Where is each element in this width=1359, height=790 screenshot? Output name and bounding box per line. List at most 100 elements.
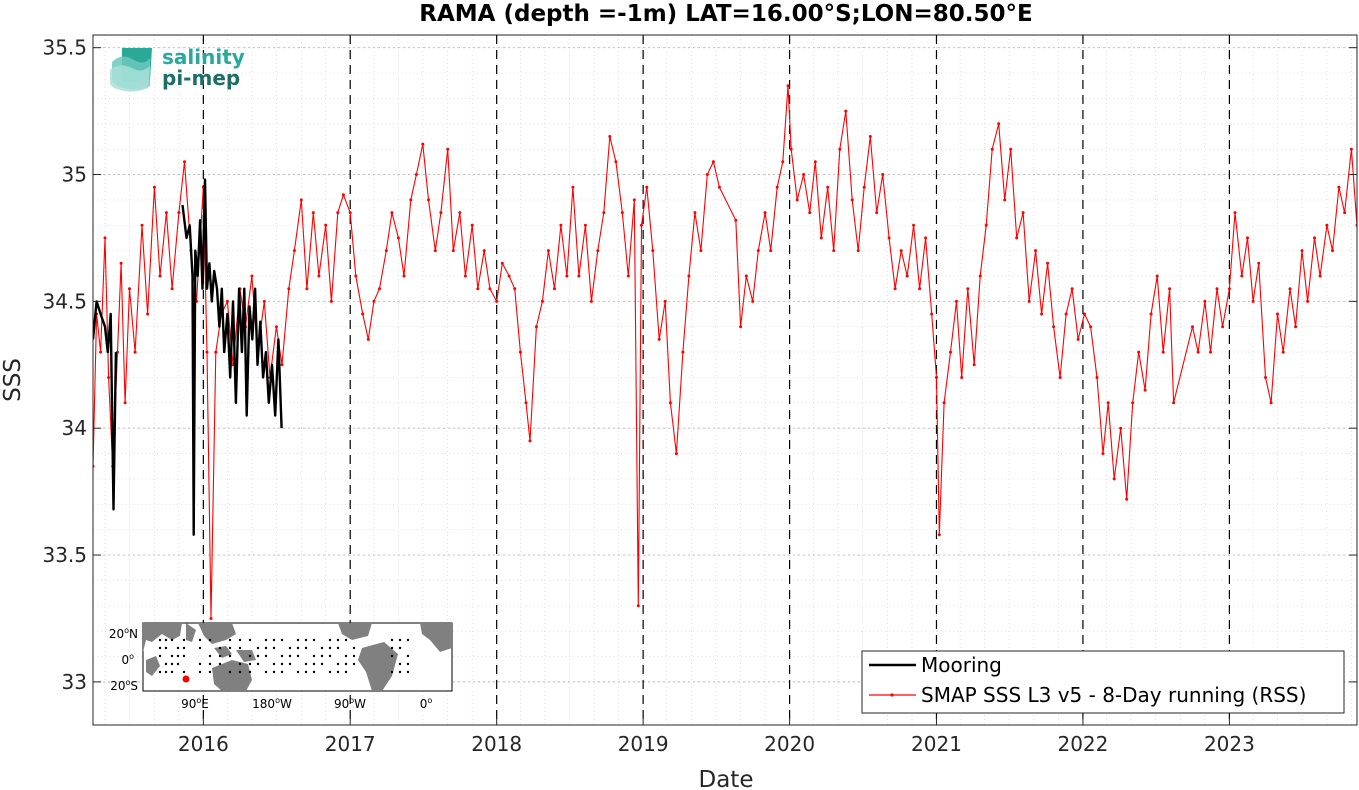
data-point: [955, 299, 958, 303]
data-point: [205, 350, 209, 354]
mooring-dot: [296, 670, 300, 674]
mooring-dot: [228, 670, 232, 674]
legend: Mooring SMAP SSS L3 v5 - 8-Day running (…: [861, 650, 1345, 714]
legend-label-mooring: Mooring: [921, 653, 1002, 677]
data-point: [769, 249, 773, 253]
mooring-dot: [336, 646, 340, 650]
x-tick-label: 2020: [764, 732, 815, 756]
x-tick-label: 2017: [325, 732, 376, 756]
mooring-dot: [344, 670, 348, 674]
mooring-dot: [328, 670, 332, 674]
mooring-dot: [336, 638, 340, 642]
x-tick-label: 2022: [1057, 732, 1108, 756]
data-point: [372, 299, 376, 303]
data-point: [140, 223, 144, 227]
mooring-dot: [158, 646, 162, 650]
mooring-dot: [182, 670, 186, 674]
mooring-dot: [336, 670, 340, 674]
logo: salinity pi-mep: [110, 45, 245, 92]
data-point: [482, 249, 486, 253]
data-point: [409, 198, 413, 202]
data-point: [972, 363, 976, 367]
mooring-dot: [218, 654, 222, 658]
mooring-dot: [312, 654, 316, 658]
data-point: [336, 211, 340, 215]
mooring-dot: [158, 654, 162, 658]
data-point: [875, 211, 879, 215]
data-point: [1209, 350, 1212, 354]
data-point: [1095, 376, 1099, 379]
series-line: [181, 178, 283, 536]
mooring-dot: [344, 662, 348, 666]
data-point: [862, 185, 866, 189]
mooring-dot: [406, 670, 410, 674]
data-point: [152, 185, 156, 189]
data-point: [997, 122, 1001, 126]
data-point: [775, 185, 779, 189]
data-point: [463, 274, 467, 278]
mooring-dot: [238, 670, 242, 674]
data-point: [651, 249, 655, 253]
mooring-dot: [158, 670, 162, 674]
data-point: [632, 198, 636, 202]
mooring-dot: [272, 662, 276, 666]
mooring-dot: [164, 662, 168, 666]
y-tick-label: 33.5: [42, 543, 87, 567]
data-point: [476, 287, 480, 291]
data-point: [1281, 350, 1285, 354]
data-point: [439, 211, 443, 215]
data-point: [744, 274, 748, 278]
mooring-dot: [182, 638, 186, 642]
data-point: [1149, 312, 1153, 316]
data-point: [1009, 147, 1013, 151]
data-point: [1264, 376, 1267, 379]
data-point: [813, 160, 817, 164]
data-point: [324, 223, 328, 227]
data-point: [458, 211, 462, 215]
mooring-dot: [390, 670, 394, 674]
data-point: [705, 173, 709, 176]
data-point: [1161, 350, 1165, 354]
mooring-dot: [398, 662, 402, 666]
data-point: [1052, 325, 1056, 329]
data-point: [1040, 312, 1044, 316]
data-point: [751, 299, 755, 303]
data-point: [984, 223, 988, 227]
data-point: [924, 236, 928, 240]
data-point: [868, 135, 872, 138]
mooring-dot: [320, 654, 324, 658]
mooring-dot: [208, 662, 212, 666]
mooring-dot: [256, 654, 260, 658]
data-point: [899, 249, 903, 253]
data-point: [1306, 299, 1310, 303]
data-point: [565, 274, 569, 278]
mooring-dot: [238, 638, 242, 642]
data-point: [390, 211, 394, 215]
data-point: [103, 236, 107, 240]
mooring-dot: [288, 646, 292, 650]
mooring-dot: [248, 662, 252, 666]
data-point: [614, 160, 618, 164]
mooring-dot: [320, 646, 324, 650]
data-point: [1313, 236, 1316, 240]
x-tick-label: 2021: [911, 732, 962, 756]
mooring-dot: [228, 654, 232, 658]
data-point: [329, 299, 333, 303]
mooring-dot: [208, 654, 212, 658]
data-point: [1240, 274, 1244, 278]
data-point: [739, 325, 743, 329]
data-point: [608, 135, 612, 138]
data-point: [674, 452, 678, 456]
data-point: [583, 223, 587, 227]
data-point: [1337, 185, 1341, 189]
data-point: [832, 249, 836, 253]
mooring-dot: [176, 654, 180, 658]
data-point: [596, 249, 600, 253]
data-point: [1137, 350, 1141, 354]
data-point: [528, 439, 532, 443]
data-point: [826, 185, 830, 189]
data-point: [1076, 337, 1080, 341]
mooring-dot: [398, 670, 402, 674]
logo-text-line2: pi-mep: [162, 66, 240, 90]
mooring-dot: [336, 662, 340, 666]
